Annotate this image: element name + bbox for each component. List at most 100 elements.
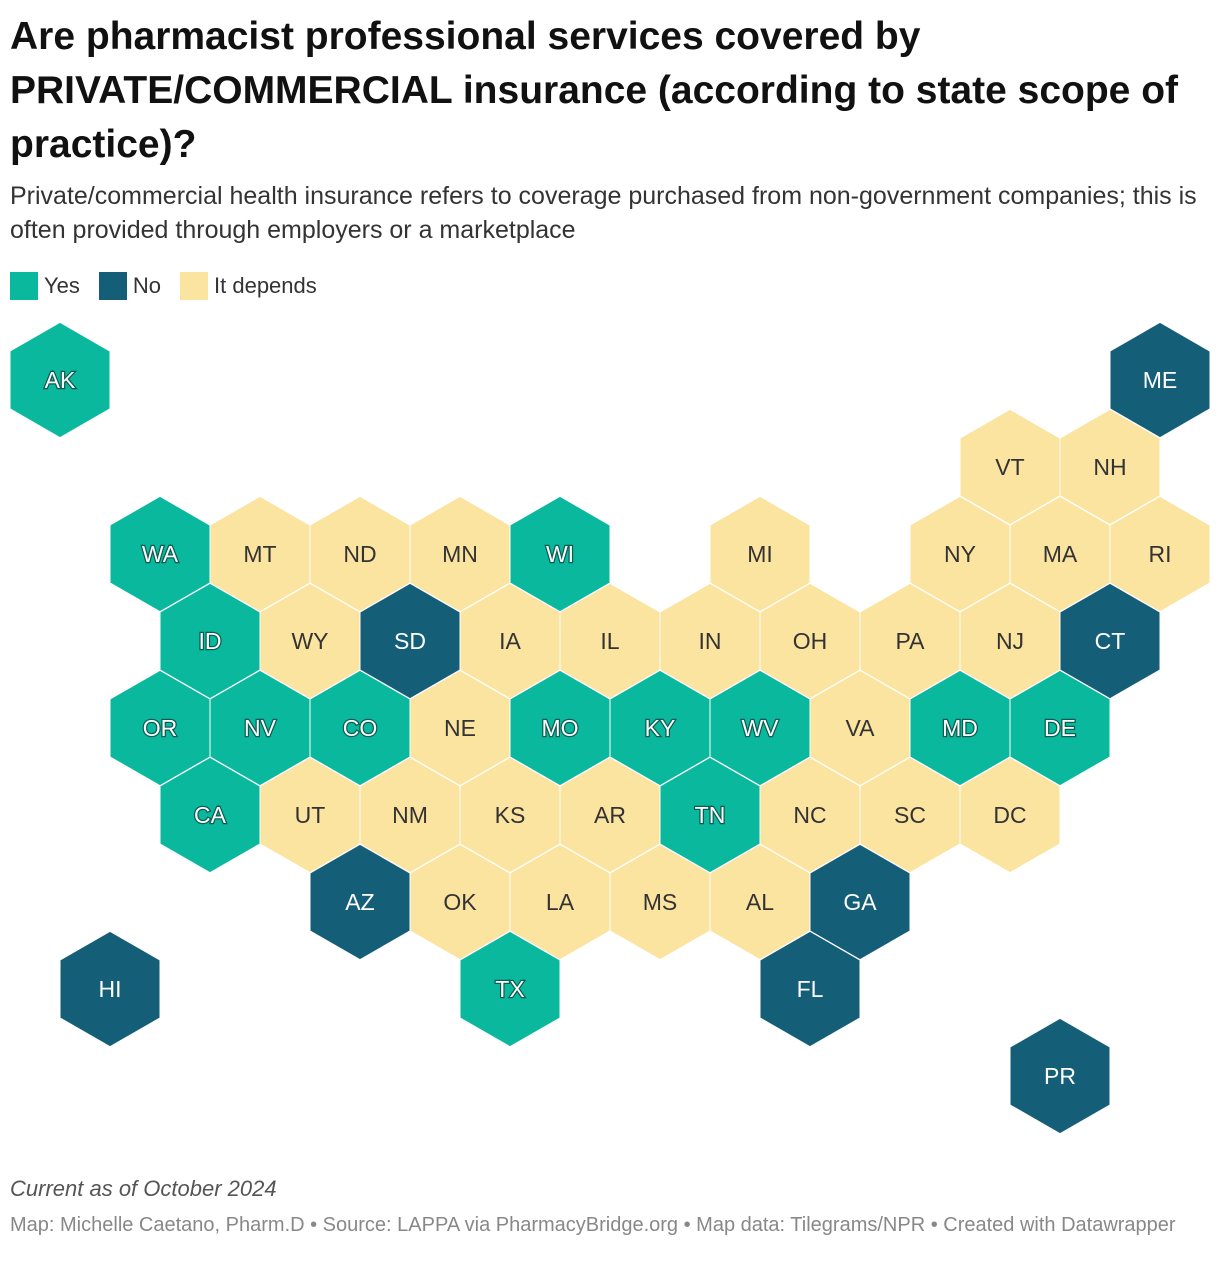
state-tile-vt[interactable]: VT [959,408,1061,526]
date-note: Current as of October 2024 [10,1176,277,1201]
state-label-nv: NV [244,715,277,741]
state-tile-co[interactable]: CO [309,669,411,787]
state-label-or: OR [143,715,178,741]
state-label-sd: SD [394,628,426,654]
state-label-me: ME [1143,367,1178,393]
state-hex-ak[interactable] [9,321,111,439]
legend-swatch-it-depends [180,272,209,300]
state-label-mi: MI [747,541,773,567]
state-label-ar: AR [594,802,626,828]
state-label-az: AZ [345,889,374,915]
state-tile-ky[interactable]: KY [609,669,711,787]
state-label-wi: WI [546,541,574,567]
state-label-ky: KY [645,715,676,741]
state-tile-md[interactable]: MD [909,669,1011,787]
state-label-ms: MS [643,889,678,915]
legend-item-it-depends: It depends [180,272,317,300]
legend-label-it-depends: It depends [214,273,317,298]
state-label-la: LA [546,889,575,915]
state-label-ut: UT [295,802,326,828]
state-hex-hi[interactable] [59,930,161,1048]
state-label-ok: OK [443,889,477,915]
state-label-pa: PA [896,628,926,654]
state-hex-pr[interactable] [1009,1017,1111,1135]
state-tile-ny[interactable]: NY [909,495,1011,613]
state-tile-ne[interactable]: NE [409,669,511,787]
state-label-in: IN [699,628,722,654]
chart-subtitle: Private/commercial health insurance refe… [10,182,1197,244]
state-label-va: VA [846,715,876,741]
legend-item-no: No [98,272,162,300]
legend: Yes No It depends [10,270,336,302]
legend-swatch-yes [10,272,38,300]
state-label-ak: AK [45,367,76,393]
state-tile-fl[interactable]: FL [759,930,861,1048]
state-label-wy: WY [291,628,328,654]
chart-title: Are pharmacist professional services cov… [10,15,1179,166]
state-label-nh: NH [1093,454,1126,480]
state-label-ga: GA [843,889,877,915]
state-tile-ut[interactable]: UT [259,756,361,874]
credits-line: Map: Michelle Caetano, Pharm.D • Source:… [10,1214,1176,1236]
state-tile-wv[interactable]: WV [709,669,811,787]
state-tile-hi[interactable]: HI [59,930,161,1048]
state-tile-oh[interactable]: OH [759,582,861,700]
state-label-tx: TX [495,976,524,1002]
state-tile-tn[interactable]: TN [659,756,761,874]
legend-label-no: No [132,273,162,298]
state-label-ri: RI [1149,541,1172,567]
state-tile-nj[interactable]: NJ [959,582,1061,700]
state-label-de: DE [1044,715,1076,741]
state-hex-dc[interactable] [959,756,1061,874]
state-tile-dc[interactable]: DC [959,756,1061,874]
state-tile-nd[interactable]: ND [309,495,411,613]
state-label-ks: KS [495,802,526,828]
state-label-dc: DC [993,802,1026,828]
state-tile-mn[interactable]: MN [409,495,511,613]
hex-tile-map: AK ME VT NH WA MT ND MN WI MI NY MA RI ID WY SD IA IL IN OH… [9,321,1211,1135]
state-hex-fl[interactable] [759,930,861,1048]
state-label-hi: HI [99,976,122,1002]
state-tile-va[interactable]: VA [809,669,911,787]
state-tile-ok[interactable]: OK [409,843,511,961]
state-label-wa: WA [142,541,179,567]
state-label-wv: WV [741,715,779,741]
state-label-mt: MT [243,541,276,567]
state-label-pr: PR [1044,1063,1076,1089]
state-tile-pr[interactable]: PR [1009,1017,1111,1135]
state-tile-me[interactable]: ME [1109,321,1211,439]
state-label-al: AL [746,889,774,915]
state-label-nc: NC [793,802,826,828]
state-tile-de[interactable]: DE [1009,669,1111,787]
state-tile-pa[interactable]: PA [859,582,961,700]
state-label-mn: MN [442,541,478,567]
state-tile-tx[interactable]: TX [459,930,561,1048]
state-tile-wy[interactable]: WY [259,582,361,700]
state-tile-ms[interactable]: MS [609,843,711,961]
state-tile-ct[interactable]: CT [1059,582,1161,700]
state-label-ct: CT [1095,628,1126,654]
state-label-ma: MA [1043,541,1078,567]
state-tile-ca[interactable]: CA [159,756,261,874]
state-tile-nm[interactable]: NM [359,756,461,874]
state-label-nj: NJ [996,628,1024,654]
state-label-ne: NE [444,715,476,741]
state-label-oh: OH [793,628,828,654]
state-label-il: IL [600,628,619,654]
state-label-vt: VT [995,454,1024,480]
state-tile-nv[interactable]: NV [209,669,311,787]
state-label-co: CO [343,715,378,741]
state-label-nd: ND [343,541,376,567]
state-label-mo: MO [541,715,578,741]
state-hex-tx[interactable] [459,930,561,1048]
state-label-id: ID [199,628,222,654]
state-tile-ak[interactable]: AK [9,321,111,439]
state-label-md: MD [942,715,978,741]
state-tile-ma[interactable]: MA [1009,495,1111,613]
legend-item-yes: Yes [10,272,80,300]
state-label-ca: CA [194,802,227,828]
state-label-ia: IA [499,628,521,654]
state-label-fl: FL [797,976,824,1002]
state-label-tn: TN [695,802,726,828]
state-tile-sc[interactable]: SC [859,756,961,874]
